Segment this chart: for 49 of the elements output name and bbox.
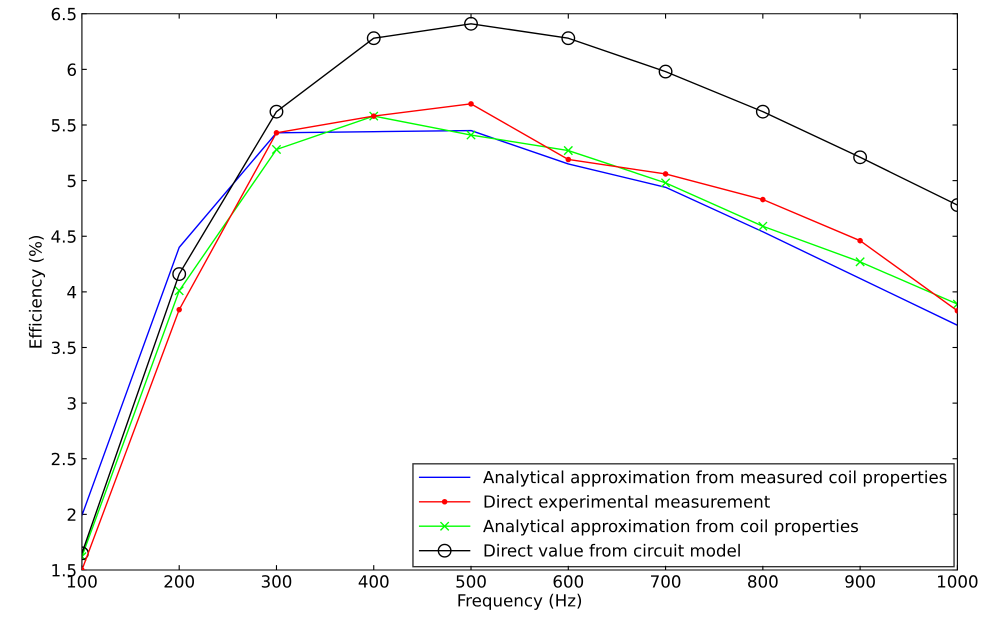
legend-label: Analytical approximation from measured coil properties — [483, 470, 947, 487]
point — [172, 267, 186, 282]
x-tick-label: 200 — [164, 575, 194, 588]
y-tick-label: 6 — [68, 63, 76, 76]
point — [758, 221, 768, 232]
x-axis-title: Frequency (Hz) — [458, 594, 582, 610]
x-tick-label: 400 — [358, 575, 389, 588]
y-tick-label: 5.5 — [52, 119, 76, 132]
legend-label: Analytical approximation from coil properties — [483, 519, 858, 536]
point — [658, 64, 673, 79]
y-tick-label: 1.5 — [52, 564, 76, 577]
point — [563, 146, 574, 156]
point — [566, 156, 572, 162]
legend-label: Direct value from circuit model — [484, 544, 740, 557]
point — [855, 256, 865, 267]
y-tick-label: 2.5 — [52, 452, 76, 466]
point — [660, 178, 670, 188]
point — [760, 196, 766, 202]
point — [176, 306, 182, 312]
point — [272, 144, 282, 154]
y-tick-label: 5 — [68, 174, 76, 188]
y-tick-label: 2 — [68, 508, 76, 521]
x-tick-label: 1000 — [938, 575, 978, 588]
point — [853, 150, 868, 164]
point — [274, 130, 280, 136]
x-tick-label: 100 — [68, 575, 97, 588]
x-tick-label: 600 — [554, 575, 584, 588]
y-tick-label: 3.5 — [52, 341, 76, 354]
point — [366, 31, 381, 46]
point — [756, 104, 770, 119]
point — [857, 238, 863, 244]
y-tick-label: 6.5 — [52, 8, 76, 20]
point — [561, 31, 576, 46]
y-tick-label: 4.5 — [51, 230, 76, 243]
x-tick-label: 300 — [262, 575, 292, 588]
point — [662, 171, 668, 177]
point — [468, 101, 474, 107]
y-axis-title: Efficiency (%) — [28, 236, 45, 348]
point — [466, 130, 476, 140]
point — [174, 286, 184, 296]
y-tick-label: 4 — [67, 286, 76, 298]
x-tick-label: 900 — [845, 575, 875, 588]
legend-label: Direct experimental measurement — [484, 494, 770, 512]
x-tick-label: 500 — [456, 575, 486, 588]
x-tick-label: 800 — [748, 575, 778, 588]
x-tick-label: 700 — [651, 575, 680, 588]
point — [270, 104, 284, 119]
y-tick-label: 3 — [68, 397, 76, 410]
point — [464, 16, 478, 31]
